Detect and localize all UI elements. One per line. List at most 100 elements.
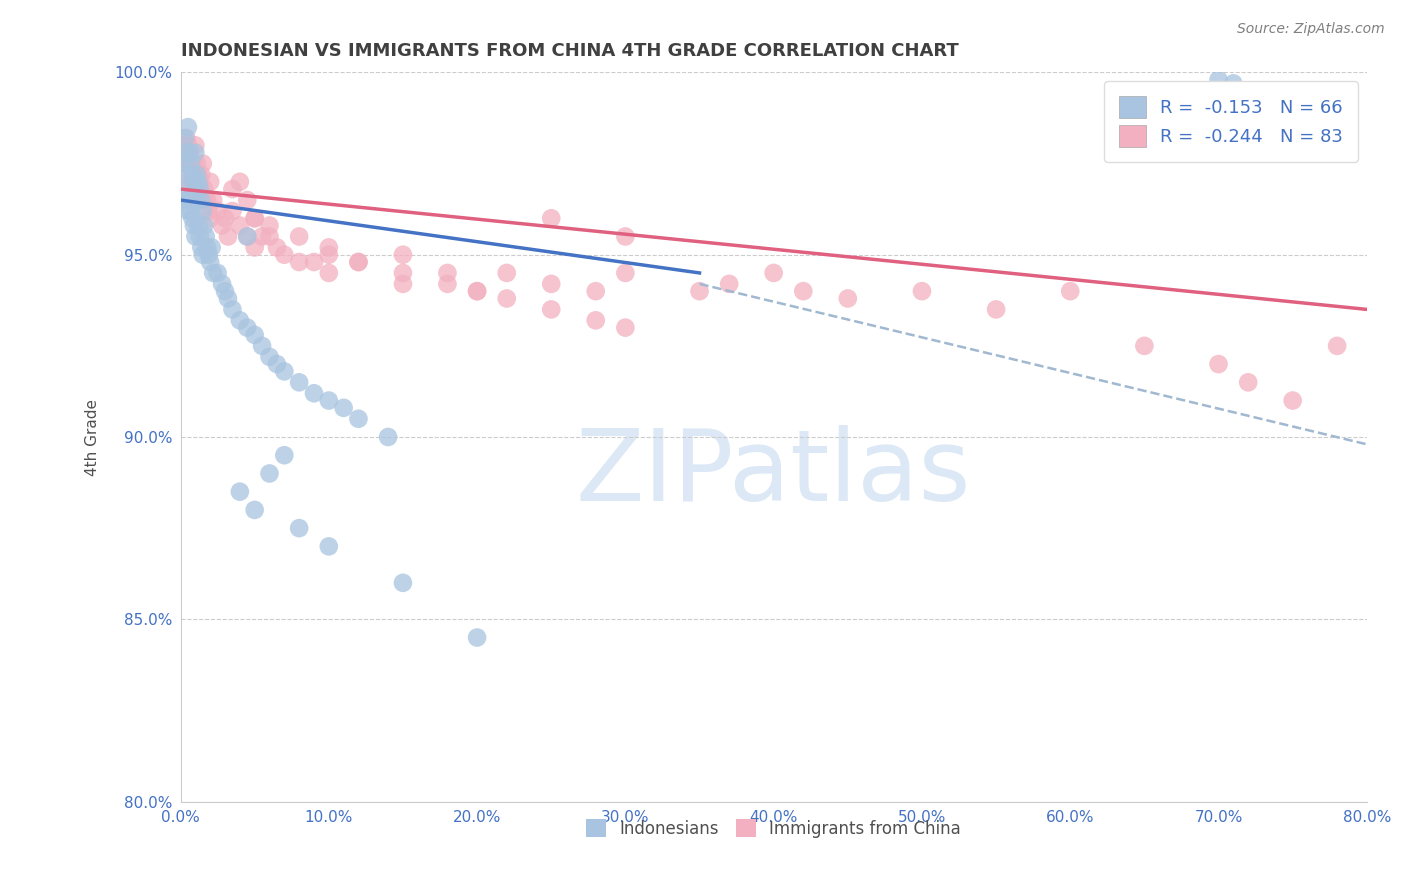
- Point: [176, 145, 198, 160]
- Point: [174, 131, 197, 145]
- Point: [614, 320, 637, 334]
- Point: [184, 138, 207, 153]
- Point: [184, 182, 207, 196]
- Point: [174, 145, 197, 160]
- Point: [1133, 339, 1156, 353]
- Point: [183, 175, 205, 189]
- Point: [207, 266, 229, 280]
- Point: [984, 302, 1007, 317]
- Point: [288, 255, 311, 269]
- Point: [194, 229, 217, 244]
- Point: [1208, 357, 1230, 371]
- Point: [347, 255, 370, 269]
- Point: [195, 240, 218, 254]
- Point: [197, 204, 219, 219]
- Point: [465, 284, 488, 298]
- Point: [176, 131, 198, 145]
- Point: [221, 204, 243, 219]
- Point: [187, 168, 209, 182]
- Point: [540, 277, 562, 291]
- Point: [179, 145, 201, 160]
- Point: [250, 339, 273, 353]
- Point: [318, 240, 340, 254]
- Point: [1281, 393, 1303, 408]
- Point: [173, 156, 195, 170]
- Point: [194, 193, 217, 207]
- Point: [273, 448, 295, 462]
- Point: [392, 277, 415, 291]
- Point: [186, 156, 208, 170]
- Point: [288, 376, 311, 390]
- Point: [465, 284, 488, 298]
- Point: [190, 193, 212, 207]
- Legend: Indonesians, Immigrants from China: Indonesians, Immigrants from China: [579, 813, 967, 845]
- Point: [273, 248, 295, 262]
- Point: [465, 631, 488, 645]
- Point: [318, 393, 340, 408]
- Point: [243, 327, 266, 342]
- Point: [176, 156, 198, 170]
- Point: [495, 266, 517, 280]
- Point: [180, 204, 202, 219]
- Point: [184, 175, 207, 189]
- Point: [181, 168, 204, 182]
- Point: [347, 255, 370, 269]
- Point: [436, 266, 458, 280]
- Point: [186, 193, 208, 207]
- Point: [243, 211, 266, 226]
- Point: [211, 277, 233, 291]
- Y-axis label: 4th Grade: 4th Grade: [86, 399, 100, 475]
- Point: [221, 302, 243, 317]
- Point: [614, 229, 637, 244]
- Point: [197, 248, 219, 262]
- Point: [495, 292, 517, 306]
- Point: [188, 175, 211, 189]
- Point: [229, 175, 252, 189]
- Point: [392, 575, 415, 590]
- Point: [837, 292, 859, 306]
- Point: [188, 229, 211, 244]
- Point: [181, 211, 204, 226]
- Point: [392, 248, 415, 262]
- Point: [173, 138, 195, 153]
- Point: [288, 229, 311, 244]
- Point: [179, 145, 201, 160]
- Point: [762, 266, 785, 280]
- Point: [236, 193, 259, 207]
- Point: [214, 284, 236, 298]
- Point: [190, 168, 212, 182]
- Point: [183, 219, 205, 233]
- Point: [318, 248, 340, 262]
- Point: [318, 540, 340, 554]
- Point: [377, 430, 399, 444]
- Point: [540, 302, 562, 317]
- Point: [718, 277, 741, 291]
- Point: [911, 284, 934, 298]
- Point: [243, 240, 266, 254]
- Point: [187, 219, 209, 233]
- Point: [259, 467, 281, 481]
- Point: [259, 350, 281, 364]
- Point: [1059, 284, 1081, 298]
- Point: [198, 211, 221, 226]
- Point: [302, 255, 325, 269]
- Point: [181, 156, 204, 170]
- Point: [243, 211, 266, 226]
- Point: [202, 266, 225, 280]
- Point: [266, 357, 288, 371]
- Point: [202, 193, 225, 207]
- Point: [177, 120, 200, 135]
- Point: [187, 175, 209, 189]
- Point: [191, 193, 214, 207]
- Point: [180, 156, 202, 170]
- Point: [211, 219, 233, 233]
- Point: [176, 193, 198, 207]
- Point: [614, 266, 637, 280]
- Point: [177, 204, 200, 219]
- Point: [236, 229, 259, 244]
- Text: INDONESIAN VS IMMIGRANTS FROM CHINA 4TH GRADE CORRELATION CHART: INDONESIAN VS IMMIGRANTS FROM CHINA 4TH …: [180, 42, 959, 60]
- Point: [201, 240, 224, 254]
- Point: [229, 313, 252, 327]
- Point: [259, 219, 281, 233]
- Point: [191, 248, 214, 262]
